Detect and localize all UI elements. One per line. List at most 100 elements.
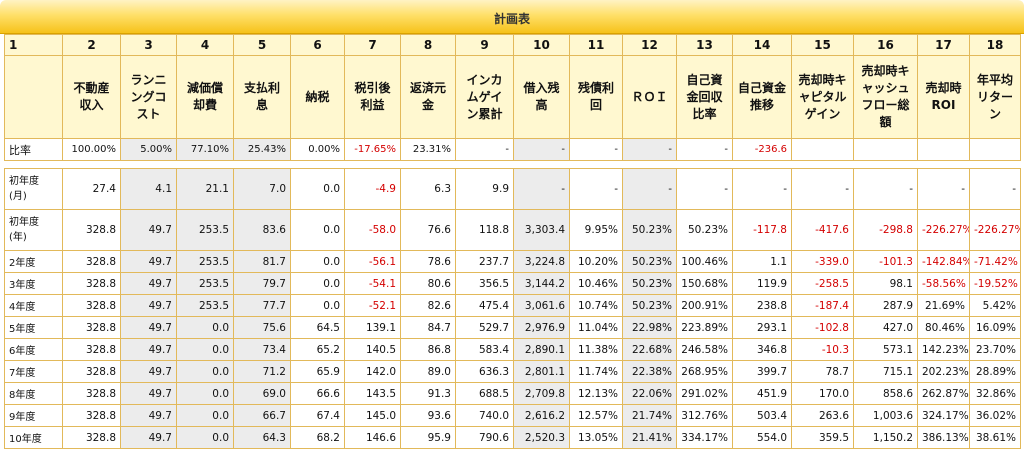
- table-cell: 0.00%: [290, 138, 345, 161]
- table-cell: 328.8: [62, 404, 121, 427]
- table-cell: 2,616.2: [513, 404, 570, 427]
- column-number-cell: 6: [290, 34, 345, 56]
- table-cell: -417.6: [791, 209, 854, 251]
- table-cell: 3,061.6: [513, 294, 570, 317]
- table-cell: 83.6: [233, 209, 291, 251]
- spacer-cell: [676, 160, 733, 169]
- table-cell: 21.74%: [622, 404, 677, 427]
- column-header-cell: インカ ムゲイ ン累計: [455, 55, 514, 139]
- table-cell: 253.5: [176, 294, 234, 317]
- table-cell: 49.7: [120, 360, 177, 383]
- row-label: 5年度: [4, 316, 63, 339]
- column-number-cell: 8: [400, 34, 456, 56]
- table-cell: 287.9: [853, 294, 918, 317]
- spacer-cell: [853, 160, 918, 169]
- table-cell: -: [569, 168, 623, 210]
- table-cell: -17.65%: [344, 138, 401, 161]
- table-cell: 22.98%: [622, 316, 677, 339]
- table-cell: 328.8: [62, 250, 121, 273]
- table-cell: 118.8: [455, 209, 514, 251]
- table-cell: 3,303.4: [513, 209, 570, 251]
- table-cell: 237.7: [455, 250, 514, 273]
- table-cell: 0.0: [176, 382, 234, 405]
- table-cell: 2,520.3: [513, 426, 570, 449]
- table-cell: 529.7: [455, 316, 514, 339]
- table-cell: 21.41%: [622, 426, 677, 449]
- table-cell: -: [622, 138, 677, 161]
- spacer-cell: [400, 160, 456, 169]
- table-cell: 715.1: [853, 360, 918, 383]
- table-cell: 49.7: [120, 316, 177, 339]
- table-cell: 91.3: [400, 382, 456, 405]
- table-cell: 399.7: [732, 360, 792, 383]
- table-cell: [791, 138, 854, 161]
- table-cell: 2,709.8: [513, 382, 570, 405]
- table-cell: 1,003.6: [853, 404, 918, 427]
- row-label: 7年度: [4, 360, 63, 383]
- column-number-cell: 1: [4, 34, 63, 56]
- spacer-cell: [969, 160, 1021, 169]
- table-cell: 66.7: [233, 404, 291, 427]
- table-cell: -: [969, 168, 1021, 210]
- table-cell: 7.0: [233, 168, 291, 210]
- table-cell: -19.52%: [969, 272, 1021, 295]
- table-cell: 84.7: [400, 316, 456, 339]
- table-cell: 2,801.1: [513, 360, 570, 383]
- table-row: 3年度 328.8 49.7 253.5 79.7 0.0 -54.1 80.6 356.5 3,…: [4, 272, 1021, 295]
- column-header-cell: 売却時 ROI: [917, 55, 970, 139]
- table-cell: 50.23%: [622, 209, 677, 251]
- table-cell: 119.9: [732, 272, 792, 295]
- table-cell: -: [917, 168, 970, 210]
- column-number-cell: 13: [676, 34, 733, 56]
- column-number-cell: 17: [917, 34, 970, 56]
- table-cell: -: [513, 138, 570, 161]
- table-cell: -339.0: [791, 250, 854, 273]
- table-cell: 145.0: [344, 404, 401, 427]
- table-cell: 69.0: [233, 382, 291, 405]
- table-cell: 0.0: [176, 316, 234, 339]
- row-label: 3年度: [4, 272, 63, 295]
- table-cell: 65.2: [290, 338, 345, 361]
- table-row: 10年度 328.8 49.7 0.0 64.3 68.2 146.6 95.9 790.6 2,…: [4, 426, 1021, 449]
- table-cell: 89.0: [400, 360, 456, 383]
- table-cell: 6.3: [400, 168, 456, 210]
- table-cell: 740.0: [455, 404, 514, 427]
- table-cell: 77.7: [233, 294, 291, 317]
- table-row: 2年度 328.8 49.7 253.5 81.7 0.0 -56.1 78.6 237.7 3,…: [4, 250, 1021, 273]
- table-cell: 139.1: [344, 316, 401, 339]
- table-cell: 0.0: [176, 338, 234, 361]
- table-cell: 246.58%: [676, 338, 733, 361]
- table-cell: 3,144.2: [513, 272, 570, 295]
- column-header-cell: 自己資 金回収 比率: [676, 55, 733, 139]
- table-cell: 328.8: [62, 426, 121, 449]
- table-cell: 16.09%: [969, 316, 1021, 339]
- table-cell: 142.0: [344, 360, 401, 383]
- spacer-cell: [513, 160, 570, 169]
- table-cell: -54.1: [344, 272, 401, 295]
- table-cell: 22.38%: [622, 360, 677, 383]
- table-cell: -: [732, 168, 792, 210]
- spacer-cell: [791, 160, 854, 169]
- table-cell: 76.6: [400, 209, 456, 251]
- table-cell: 143.5: [344, 382, 401, 405]
- row-label: 初年度 (月): [4, 168, 63, 210]
- table-cell: 223.89%: [676, 316, 733, 339]
- table-cell: 28.89%: [969, 360, 1021, 383]
- column-header-cell: [4, 55, 63, 139]
- table-cell: 263.6: [791, 404, 854, 427]
- table-cell: 93.6: [400, 404, 456, 427]
- table-cell: 9.95%: [569, 209, 623, 251]
- table-cell: 334.17%: [676, 426, 733, 449]
- table-cell: 328.8: [62, 294, 121, 317]
- table-cell: 11.04%: [569, 316, 623, 339]
- table-cell: 262.87%: [917, 382, 970, 405]
- row-label: 6年度: [4, 338, 63, 361]
- column-number-cell: 7: [344, 34, 401, 56]
- table-cell: 9.9: [455, 168, 514, 210]
- table-cell: -117.8: [732, 209, 792, 251]
- table-cell: 49.7: [120, 250, 177, 273]
- table-cell: 4.1: [120, 168, 177, 210]
- column-number-cell: 12: [622, 34, 677, 56]
- table-cell: 49.7: [120, 209, 177, 251]
- column-header-cell: 残債利回: [569, 55, 623, 139]
